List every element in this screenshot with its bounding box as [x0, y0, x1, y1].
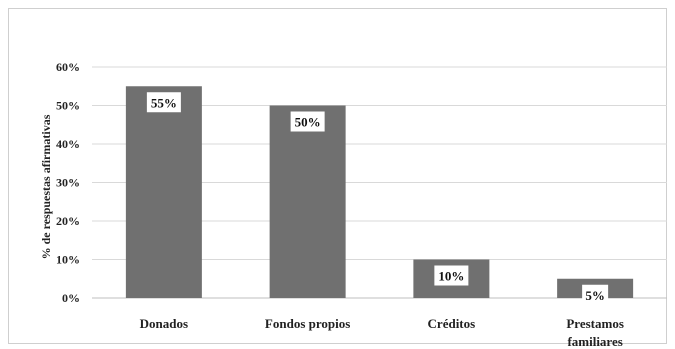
y-tick-label: 10%: [56, 253, 80, 267]
bar: [269, 105, 346, 298]
x-category-label: Créditos: [428, 316, 476, 331]
y-tick-label: 20%: [56, 214, 80, 228]
data-label-box: [434, 265, 469, 286]
data-label-box: [146, 92, 181, 113]
data-label-box: [582, 284, 609, 305]
y-axis-label: % de respuestas afirmativas: [39, 114, 53, 259]
x-category-label: Donados: [140, 316, 188, 331]
data-label: 55%: [151, 95, 177, 110]
y-tick-label: 40%: [56, 137, 80, 151]
y-axis-ticks: 0% 10% 20% 30% 40% 50% 60%: [56, 60, 80, 305]
bar: [125, 86, 202, 298]
y-tick-label: 60%: [56, 60, 80, 74]
data-label: 10%: [438, 269, 464, 284]
y-tick-label: 0%: [62, 291, 80, 305]
data-label-box: [290, 111, 325, 132]
x-category-label: Prestamos familiares: [566, 316, 624, 349]
y-tick-label: 50%: [56, 99, 80, 113]
data-label: 5%: [585, 288, 605, 303]
y-tick-label: 30%: [56, 176, 80, 190]
x-axis-categories: Donados Fondos propios Créditos Prestamos fa…: [140, 316, 624, 349]
bars: 55% 50% 10% 5%: [125, 86, 634, 305]
data-label: 50%: [295, 115, 321, 130]
x-category-label: Fondos propios: [265, 316, 350, 331]
